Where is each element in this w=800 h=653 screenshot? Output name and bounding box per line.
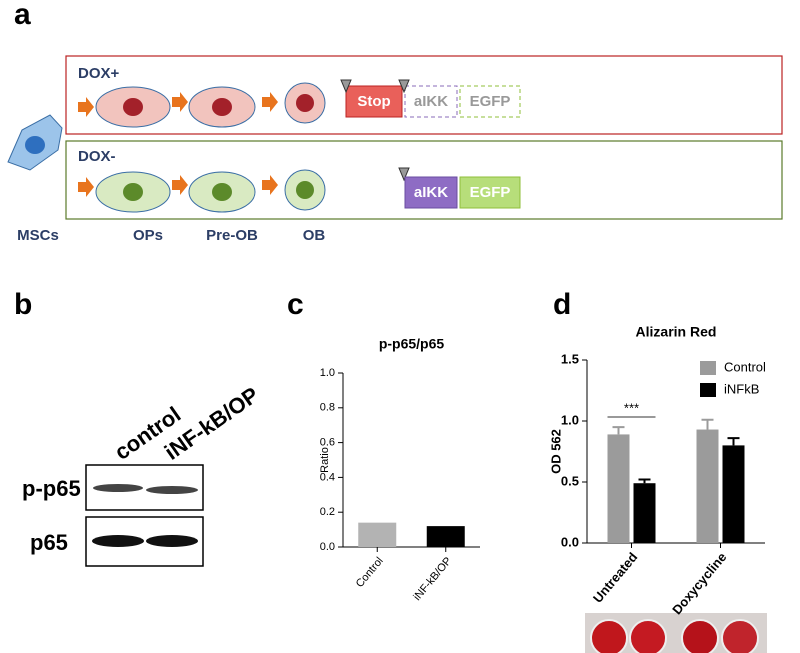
y-tick-label: 0.0 <box>320 541 335 553</box>
construct-label: aIKK <box>414 184 448 201</box>
dox-minus-box <box>65 140 783 220</box>
bar <box>722 445 745 543</box>
bar <box>358 522 397 547</box>
band <box>93 484 143 492</box>
arrows <box>78 92 278 197</box>
annotation: *** <box>624 400 639 415</box>
cells <box>95 82 326 213</box>
msc-cell <box>7 114 63 171</box>
y-axis-label: OD 562 <box>548 429 563 474</box>
row-label: p-p65 <box>22 476 81 501</box>
cell-label: Pre-OB <box>206 227 258 244</box>
legend-swatch <box>700 361 716 375</box>
y-tick-label: 1.5 <box>561 351 579 366</box>
error-bar <box>638 478 651 484</box>
error-bar <box>701 418 714 430</box>
aikk-box <box>404 176 458 209</box>
bar <box>426 526 465 547</box>
egfp-box <box>459 176 521 209</box>
legend-label: iNFkB <box>724 381 759 396</box>
loxp <box>340 79 410 182</box>
error-bar <box>612 426 625 435</box>
y-axis-label: Ratio <box>319 447 331 473</box>
construct-label: EGFP <box>470 93 511 110</box>
condition-label: DOX+ <box>78 65 120 82</box>
band <box>92 535 144 547</box>
y-tick-label: 0.6 <box>320 437 335 449</box>
construct-label: aIKK <box>414 93 448 110</box>
cell-label: OB <box>303 227 326 244</box>
chart-title: Alizarin Red <box>636 324 717 340</box>
band <box>146 486 198 494</box>
y-tick-label: 1.0 <box>320 367 335 379</box>
plate-image <box>585 613 767 653</box>
x-tick-label: iNF-kB/OP <box>411 555 454 603</box>
legend-swatch <box>700 383 716 397</box>
panel-label: d <box>553 288 571 321</box>
cell-label: OPs <box>133 227 163 244</box>
chart-title: p-p65/p65 <box>379 336 445 352</box>
error-bar <box>727 437 740 446</box>
y-tick-label: 0.5 <box>561 473 579 488</box>
y-tick-label: 0.0 <box>561 534 579 549</box>
y-tick-label: 0.4 <box>320 471 335 483</box>
aikk-box <box>404 85 458 118</box>
panel-label: c <box>287 288 304 321</box>
panel-label: a <box>14 0 31 31</box>
x-tick-label: Doxycycline <box>669 549 729 617</box>
bar <box>696 429 719 543</box>
x-tick-label: Control <box>354 555 386 590</box>
construct-label: EGFP <box>470 184 511 201</box>
x-tick-label: Untreated <box>590 549 641 605</box>
band <box>146 535 198 547</box>
y-tick-label: 0.8 <box>320 402 335 414</box>
bar <box>607 434 630 543</box>
y-tick-label: 1.0 <box>561 412 579 427</box>
cell-label: MSCs <box>17 227 59 244</box>
stop-box <box>345 85 403 118</box>
construct-label: Stop <box>357 93 390 110</box>
condition-label: DOX- <box>78 148 116 165</box>
y-tick-label: 0.2 <box>320 506 335 518</box>
egfp-box <box>459 85 521 118</box>
bar <box>633 483 656 543</box>
dox-plus-box <box>65 55 783 135</box>
legend-label: Control <box>724 359 766 374</box>
row-label: p65 <box>30 530 68 555</box>
panel-label: b <box>14 288 32 321</box>
